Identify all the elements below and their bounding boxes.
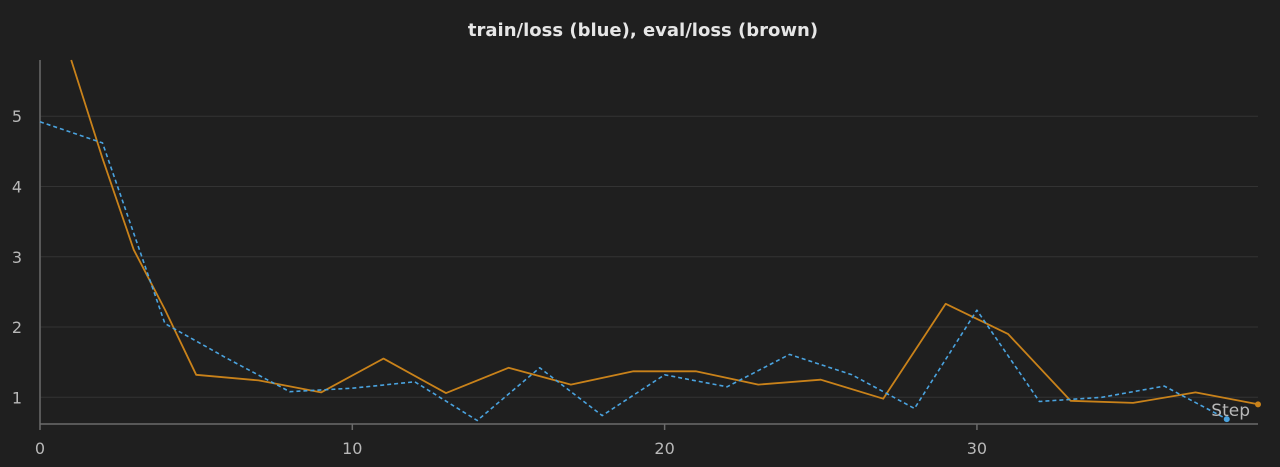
series-line-eval-loss bbox=[70, 59, 1259, 406]
series-end-point-eval-loss bbox=[1255, 401, 1261, 408]
x-tick-labels: 0 10 20 30 bbox=[35, 424, 987, 458]
x-tick-label-10: 10 bbox=[342, 439, 362, 458]
x-tick-label-30: 30 bbox=[967, 439, 987, 458]
y-tick-label-3: 3 bbox=[12, 248, 22, 267]
series-end-point-train-loss bbox=[1223, 416, 1230, 423]
x-axis-label: Step bbox=[1211, 401, 1250, 421]
y-tick-labels: 1 2 3 4 5 bbox=[12, 107, 22, 407]
y-tick-label-2: 2 bbox=[12, 318, 22, 337]
chart-title: train/loss (blue), eval/loss (brown) bbox=[468, 20, 818, 41]
y-tick-label-4: 4 bbox=[12, 177, 22, 196]
grid-lines bbox=[40, 115, 1258, 398]
x-tick-label-20: 20 bbox=[654, 439, 674, 458]
x-tick-label-0: 0 bbox=[35, 439, 45, 458]
y-tick-label-1: 1 bbox=[12, 388, 22, 407]
series-line-train-loss bbox=[39, 121, 1228, 422]
y-tick-label-5: 5 bbox=[12, 107, 22, 126]
series-layer bbox=[39, 59, 1261, 423]
